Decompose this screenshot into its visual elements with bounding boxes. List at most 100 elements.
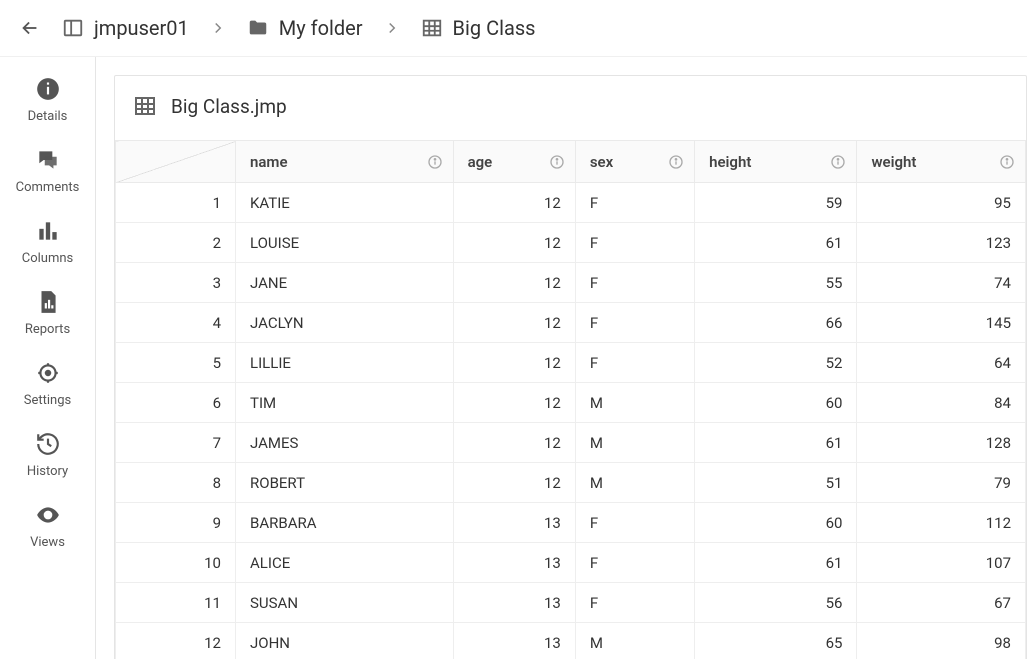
table-row[interactable]: 1KATIE12F5995 (116, 183, 1026, 223)
cell-name[interactable]: JANE (236, 263, 454, 303)
cell-sex[interactable]: M (575, 383, 694, 423)
cell-height[interactable]: 65 (695, 623, 857, 659)
cell-name[interactable]: ROBERT (236, 463, 454, 503)
table-row[interactable]: 8ROBERT12M5179 (116, 463, 1026, 503)
row-number[interactable]: 8 (116, 463, 236, 503)
table-row[interactable]: 7JAMES12M61128 (116, 423, 1026, 463)
cell-name[interactable]: JACLYN (236, 303, 454, 343)
column-info-icon[interactable] (668, 154, 684, 170)
cell-age[interactable]: 12 (453, 423, 575, 463)
column-header-weight[interactable]: weight (857, 141, 1026, 183)
cell-weight[interactable]: 74 (857, 263, 1026, 303)
table-row[interactable]: 11SUSAN13F5667 (116, 583, 1026, 623)
column-info-icon[interactable] (427, 154, 443, 170)
table-row[interactable]: 4JACLYN12F66145 (116, 303, 1026, 343)
table-row[interactable]: 2LOUISE12F61123 (116, 223, 1026, 263)
cell-height[interactable]: 55 (695, 263, 857, 303)
sidebar-item-views[interactable]: Views (0, 501, 95, 550)
row-number[interactable]: 9 (116, 503, 236, 543)
cell-height[interactable]: 56 (695, 583, 857, 623)
cell-weight[interactable]: 145 (857, 303, 1026, 343)
cell-height[interactable]: 60 (695, 383, 857, 423)
cell-name[interactable]: LOUISE (236, 223, 454, 263)
column-info-icon[interactable] (830, 154, 846, 170)
cell-sex[interactable]: F (575, 543, 694, 583)
row-number[interactable]: 3 (116, 263, 236, 303)
cell-sex[interactable]: M (575, 423, 694, 463)
column-header-sex[interactable]: sex (575, 141, 694, 183)
sidebar-item-history[interactable]: History (0, 430, 95, 479)
cell-sex[interactable]: M (575, 463, 694, 503)
table-row[interactable]: 12JOHN13M6598 (116, 623, 1026, 659)
cell-age[interactable]: 12 (453, 383, 575, 423)
cell-age[interactable]: 12 (453, 343, 575, 383)
table-row[interactable]: 10ALICE13F61107 (116, 543, 1026, 583)
table-row[interactable]: 9BARBARA13F60112 (116, 503, 1026, 543)
cell-weight[interactable]: 107 (857, 543, 1026, 583)
cell-age[interactable]: 13 (453, 503, 575, 543)
cell-height[interactable]: 52 (695, 343, 857, 383)
row-number[interactable]: 1 (116, 183, 236, 223)
column-header-age[interactable]: age (453, 141, 575, 183)
row-number[interactable]: 6 (116, 383, 236, 423)
column-info-icon[interactable] (549, 154, 565, 170)
cell-weight[interactable]: 67 (857, 583, 1026, 623)
cell-weight[interactable]: 95 (857, 183, 1026, 223)
cell-name[interactable]: TIM (236, 383, 454, 423)
row-number[interactable]: 11 (116, 583, 236, 623)
cell-height[interactable]: 51 (695, 463, 857, 503)
sidebar-item-comments[interactable]: Comments (0, 146, 95, 195)
cell-age[interactable]: 13 (453, 583, 575, 623)
cell-sex[interactable]: F (575, 343, 694, 383)
column-header-height[interactable]: height (695, 141, 857, 183)
cell-sex[interactable]: F (575, 263, 694, 303)
cell-name[interactable]: BARBARA (236, 503, 454, 543)
cell-weight[interactable]: 98 (857, 623, 1026, 659)
cell-name[interactable]: LILLIE (236, 343, 454, 383)
cell-sex[interactable]: M (575, 623, 694, 659)
cell-age[interactable]: 12 (453, 263, 575, 303)
back-button[interactable] (12, 10, 48, 46)
table-row[interactable]: 6TIM12M6084 (116, 383, 1026, 423)
row-number[interactable]: 2 (116, 223, 236, 263)
cell-weight[interactable]: 84 (857, 383, 1026, 423)
row-number[interactable]: 5 (116, 343, 236, 383)
cell-name[interactable]: JAMES (236, 423, 454, 463)
sidebar-item-details[interactable]: Details (0, 75, 95, 124)
cell-height[interactable]: 61 (695, 543, 857, 583)
column-info-icon[interactable] (999, 154, 1015, 170)
cell-name[interactable]: ALICE (236, 543, 454, 583)
cell-height[interactable]: 60 (695, 503, 857, 543)
rownum-header[interactable] (116, 141, 236, 183)
sidebar-item-settings[interactable]: Settings (0, 359, 95, 408)
breadcrumb-item-user[interactable]: jmpuser01 (56, 12, 195, 44)
cell-name[interactable]: JOHN (236, 623, 454, 659)
cell-sex[interactable]: F (575, 303, 694, 343)
sidebar-item-columns[interactable]: Columns (0, 217, 95, 266)
cell-age[interactable]: 12 (453, 463, 575, 503)
cell-weight[interactable]: 128 (857, 423, 1026, 463)
row-number[interactable]: 10 (116, 543, 236, 583)
sidebar-item-reports[interactable]: Reports (0, 288, 95, 337)
cell-weight[interactable]: 79 (857, 463, 1026, 503)
cell-age[interactable]: 13 (453, 543, 575, 583)
cell-weight[interactable]: 112 (857, 503, 1026, 543)
cell-age[interactable]: 13 (453, 623, 575, 659)
cell-height[interactable]: 61 (695, 423, 857, 463)
cell-age[interactable]: 12 (453, 223, 575, 263)
cell-name[interactable]: SUSAN (236, 583, 454, 623)
cell-name[interactable]: KATIE (236, 183, 454, 223)
cell-age[interactable]: 12 (453, 303, 575, 343)
cell-sex[interactable]: F (575, 583, 694, 623)
row-number[interactable]: 7 (116, 423, 236, 463)
table-row[interactable]: 3JANE12F5574 (116, 263, 1026, 303)
cell-age[interactable]: 12 (453, 183, 575, 223)
breadcrumb-item-folder[interactable]: My folder (241, 12, 369, 44)
cell-height[interactable]: 61 (695, 223, 857, 263)
cell-sex[interactable]: F (575, 503, 694, 543)
row-number[interactable]: 12 (116, 623, 236, 659)
column-header-name[interactable]: name (236, 141, 454, 183)
cell-height[interactable]: 59 (695, 183, 857, 223)
cell-sex[interactable]: F (575, 183, 694, 223)
cell-height[interactable]: 66 (695, 303, 857, 343)
